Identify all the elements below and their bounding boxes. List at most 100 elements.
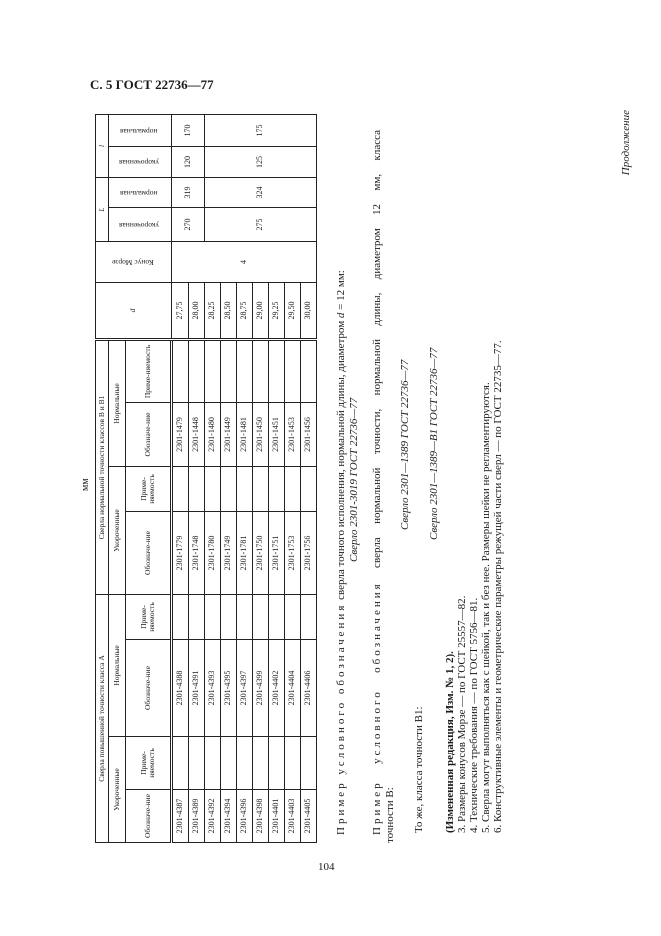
- table-row: 2301-4392 2301-4393 2301-1780 2301-1480 28,2…: [204, 114, 317, 843]
- note-6: 6. Конструктивные элементы и геометричес…: [492, 340, 504, 833]
- b-normal-applicability: [236, 339, 253, 403]
- example-label: Пример условного обозначения: [335, 602, 347, 835]
- a-short-designation: 2301-4403: [284, 789, 301, 843]
- a-normal-designation: 2301-4395: [220, 639, 237, 737]
- a-normal-designation: 2301-4388: [171, 639, 189, 737]
- table-row: 2301-4387 2301-4388 2301-1779 2301-1479 27,7…: [171, 114, 317, 843]
- a-short-designation: 2301-4389: [188, 789, 205, 843]
- b-normal-applicability: [171, 339, 189, 403]
- a-short-designation: 2301-4396: [236, 789, 253, 843]
- b-short-applicability: [236, 466, 253, 512]
- col-L-header: L: [95, 177, 109, 242]
- a-normal-designation: 2301-4404: [284, 639, 301, 737]
- a-normal-applicability: [300, 594, 317, 640]
- example-text: сверла точного исполнения, нормальной дл…: [335, 318, 347, 603]
- d-value: 27,75: [171, 282, 189, 340]
- a-short-applicability: [284, 736, 301, 790]
- L-short-label: укороченная: [118, 220, 159, 230]
- b-normal-designation: 2301-1480: [204, 402, 221, 467]
- b-normal-applicability: [204, 339, 221, 403]
- a-normal-designation: 2301-4397: [236, 639, 253, 737]
- b-normal-designation: 2301-1451: [268, 402, 285, 467]
- L-short-value: 270: [171, 207, 205, 242]
- example-2: Пример условного обозначения сверла норм…: [371, 130, 383, 835]
- l-short-value: 125: [204, 146, 317, 178]
- note-3: 3. Размеры конусов Морзе — по ГОСТ 25557…: [456, 595, 468, 833]
- b-normal-designation: 2301-1449: [220, 402, 237, 467]
- a-normal-applicability: [268, 594, 285, 640]
- d-value: 28,00: [188, 282, 205, 340]
- example-label: Пример условного обозначения: [371, 581, 383, 835]
- b-short-designation: 2301-1756: [300, 511, 317, 595]
- applicability-header: Приме-няемость: [125, 736, 172, 790]
- b-normal-applicability: [188, 339, 205, 403]
- d-value: 29,00: [252, 282, 269, 340]
- a-normal-applicability: [220, 594, 237, 640]
- a-short-applicability: [268, 736, 285, 790]
- a-short-designation: 2301-4394: [220, 789, 237, 843]
- b-short-designation: 2301-1753: [284, 511, 301, 595]
- b-short-applicability: [204, 466, 221, 512]
- l-normal-label: нормальная: [120, 126, 158, 136]
- designation-header: Обозначе-ние: [125, 511, 172, 595]
- b-short-applicability: [188, 466, 205, 512]
- d-value: 28,75: [236, 282, 253, 340]
- example-3: То же, класса точности В1:: [413, 706, 425, 833]
- b-short-applicability: [220, 466, 237, 512]
- b-short-designation: 2301-1749: [220, 511, 237, 595]
- a-normal-designation: 2301-4402: [268, 639, 285, 737]
- a-short-applicability: [236, 736, 253, 790]
- d-value: 30,00: [300, 282, 317, 340]
- a-normal-designation: 2301-4406: [300, 639, 317, 737]
- a-short-designation: 2301-4387: [171, 789, 189, 843]
- L-normal-header: нормальная: [108, 177, 172, 208]
- designation-header: Обозначе-ние: [125, 789, 172, 843]
- drill-table: Сверла повышенной точности класса А Свер…: [95, 114, 317, 843]
- a-short-applicability: [300, 736, 317, 790]
- col-morse-header: Конус Морзе: [95, 241, 172, 283]
- designation-header: Обозначе-ние: [125, 639, 172, 737]
- d-value: 28,25: [204, 282, 221, 340]
- b-short-designation: 2301-1781: [236, 511, 253, 595]
- a-short-applicability: [171, 736, 189, 790]
- morse-label: Конус Морзе: [111, 258, 154, 268]
- b-short-applicability: [268, 466, 285, 512]
- a-short-applicability: [204, 736, 221, 790]
- a-normal-designation: 2301-4393: [204, 639, 221, 737]
- b-short-applicability: [300, 466, 317, 512]
- a-short-applicability: [188, 736, 205, 790]
- example-d: d: [335, 312, 347, 319]
- l-normal-header: нормальная: [108, 114, 172, 147]
- group-a-header: Сверла повышенной точности класса А: [95, 594, 109, 843]
- example-1-code: Сверло 2301-3019 ГОСТ 22736—77: [348, 397, 360, 562]
- example-1: Пример условного обозначения сверла точн…: [335, 270, 347, 835]
- b-normal-applicability: [300, 339, 317, 403]
- b-normal-applicability: [252, 339, 269, 403]
- b-normal-designation: 2301-1448: [188, 402, 205, 467]
- rotated-content: мм Продолжение Сверла повышенной точност…: [80, 110, 650, 843]
- b-normal-designation: 2301-1481: [236, 402, 253, 467]
- a-normal-applicability: [252, 594, 269, 640]
- b-short-applicability: [252, 466, 269, 512]
- l-short-value: 120: [171, 146, 205, 178]
- a-normal-applicability: [171, 594, 189, 640]
- a-normal-header: Нормальные: [108, 594, 126, 737]
- b-normal-designation: 2301-1456: [300, 402, 317, 467]
- L-short-value: 275: [204, 207, 317, 242]
- note-4: 4. Технические требования — по ГОСТ 5756…: [468, 597, 480, 833]
- b-short-header: Укороченные: [108, 466, 126, 595]
- b-short-applicability: [171, 466, 189, 512]
- b-short-applicability: [284, 466, 301, 512]
- example-2-code: Сверло 2301—1389 ГОСТ 22736—77: [399, 359, 411, 530]
- col-d-header: d: [95, 282, 172, 340]
- b-normal-applicability: [220, 339, 237, 403]
- b-normal-designation: 2301-1453: [284, 402, 301, 467]
- a-short-header: Укороченные: [108, 736, 126, 843]
- b-normal-applicability: [268, 339, 285, 403]
- d-value: 29,25: [268, 282, 285, 340]
- group-b-header: Сверла нормальной точности классов В и В…: [95, 339, 109, 595]
- b-short-designation: 2301-1748: [188, 511, 205, 595]
- b-normal-designation: 2301-1479: [171, 402, 189, 467]
- l-short-label: укороченная: [118, 158, 159, 168]
- b-short-designation: 2301-1780: [204, 511, 221, 595]
